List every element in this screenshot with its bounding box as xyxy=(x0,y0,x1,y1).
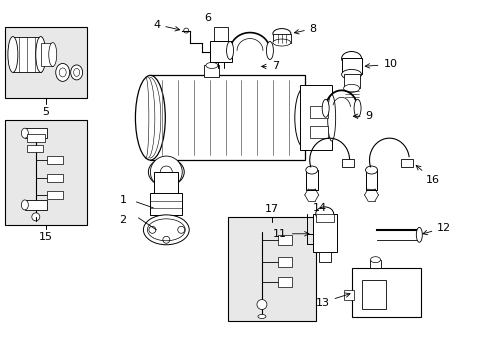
Bar xyxy=(318,252,330,262)
Text: 11: 11 xyxy=(272,229,308,239)
Text: 15: 15 xyxy=(39,232,53,242)
Ellipse shape xyxy=(365,166,377,174)
Bar xyxy=(41,42,53,67)
Text: 17: 17 xyxy=(264,204,278,214)
Bar xyxy=(351,268,421,318)
Bar xyxy=(25,200,47,210)
Bar xyxy=(305,170,317,190)
Text: 16: 16 xyxy=(415,166,439,185)
Ellipse shape xyxy=(56,63,69,81)
Ellipse shape xyxy=(59,68,66,77)
Text: 14: 14 xyxy=(312,203,326,213)
Text: 12: 12 xyxy=(422,223,450,235)
Ellipse shape xyxy=(343,84,359,92)
Bar xyxy=(309,106,327,118)
Ellipse shape xyxy=(341,51,361,66)
Text: 8: 8 xyxy=(294,24,316,34)
Text: 5: 5 xyxy=(42,107,49,117)
Bar xyxy=(210,41,232,62)
Text: 10: 10 xyxy=(365,59,397,69)
Bar xyxy=(401,159,412,167)
Ellipse shape xyxy=(21,128,28,138)
Bar xyxy=(47,156,62,164)
Bar xyxy=(309,126,327,138)
Ellipse shape xyxy=(226,41,233,59)
Circle shape xyxy=(150,156,182,188)
Bar xyxy=(27,145,42,152)
Ellipse shape xyxy=(205,62,218,68)
Bar xyxy=(341,58,361,75)
Bar xyxy=(277,276,291,287)
Bar xyxy=(365,170,377,190)
Text: 4: 4 xyxy=(153,19,179,31)
Bar xyxy=(312,214,336,252)
Bar xyxy=(369,260,381,268)
Ellipse shape xyxy=(353,99,360,117)
Ellipse shape xyxy=(272,39,290,46)
Ellipse shape xyxy=(74,68,80,76)
Ellipse shape xyxy=(148,158,184,186)
Ellipse shape xyxy=(322,99,328,117)
Ellipse shape xyxy=(315,207,333,221)
Bar xyxy=(13,37,41,72)
Text: 13: 13 xyxy=(315,293,349,307)
Ellipse shape xyxy=(8,37,18,72)
Bar xyxy=(299,85,331,150)
Bar xyxy=(343,75,359,88)
Ellipse shape xyxy=(143,215,189,245)
Bar xyxy=(150,75,304,160)
Bar xyxy=(47,174,62,182)
Ellipse shape xyxy=(327,94,335,141)
Bar xyxy=(214,27,227,41)
Ellipse shape xyxy=(305,166,317,174)
Ellipse shape xyxy=(21,200,28,210)
Bar xyxy=(341,159,353,167)
Bar xyxy=(343,289,353,300)
Bar xyxy=(204,66,219,77)
Ellipse shape xyxy=(71,65,82,80)
Bar xyxy=(227,217,315,321)
Bar xyxy=(150,193,182,215)
Bar xyxy=(272,33,290,42)
Bar xyxy=(47,191,62,199)
Bar xyxy=(25,128,47,138)
Circle shape xyxy=(160,166,172,178)
Ellipse shape xyxy=(266,41,273,59)
Bar xyxy=(315,214,333,222)
Bar xyxy=(154,172,178,195)
Ellipse shape xyxy=(415,227,422,242)
Text: 1: 1 xyxy=(119,195,126,205)
Ellipse shape xyxy=(147,219,185,241)
Text: 9: 9 xyxy=(352,111,372,121)
Circle shape xyxy=(256,300,266,310)
Ellipse shape xyxy=(49,42,57,67)
Text: 6: 6 xyxy=(204,13,211,23)
Ellipse shape xyxy=(341,69,361,80)
Circle shape xyxy=(32,213,40,221)
Bar xyxy=(277,235,291,245)
Ellipse shape xyxy=(36,37,46,72)
Ellipse shape xyxy=(294,87,314,148)
Bar xyxy=(277,257,291,267)
Ellipse shape xyxy=(370,257,380,263)
Text: 2: 2 xyxy=(119,215,126,225)
Bar xyxy=(27,134,45,142)
Ellipse shape xyxy=(135,75,165,160)
Bar xyxy=(5,120,86,225)
Ellipse shape xyxy=(258,315,265,319)
Text: 7: 7 xyxy=(261,62,279,71)
Bar xyxy=(361,280,386,310)
Bar xyxy=(5,27,86,98)
Ellipse shape xyxy=(272,28,290,39)
